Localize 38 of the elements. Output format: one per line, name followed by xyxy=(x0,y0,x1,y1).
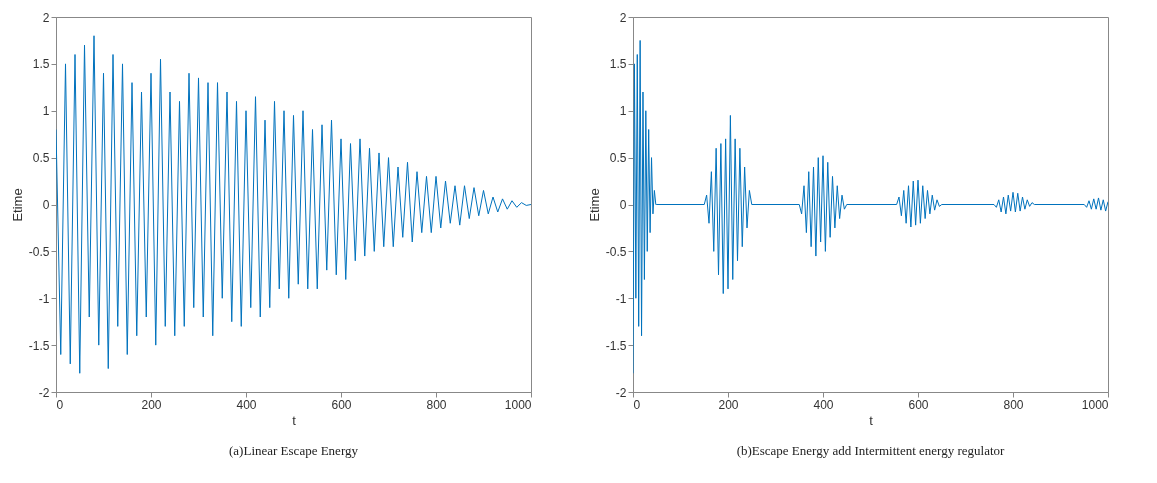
y-tick-label: 1 xyxy=(42,104,50,119)
y-tick-label: 1.5 xyxy=(609,57,627,72)
x-tick-label: 1000 xyxy=(504,397,532,412)
x-tick-label: 400 xyxy=(813,397,834,412)
y-axis-title: Etime xyxy=(9,188,25,222)
y-tick-label: 0.5 xyxy=(609,151,627,166)
y-tick-label: 2 xyxy=(619,10,627,25)
x-tick-label: 200 xyxy=(718,397,739,412)
y-tick-label: -1.5 xyxy=(28,338,50,353)
x-tick-label: 0 xyxy=(56,397,64,412)
y-tick-label: -1 xyxy=(38,291,50,306)
x-tick-label: 800 xyxy=(1003,397,1024,412)
y-tick-label: 2 xyxy=(42,10,50,25)
y-tick-label: -0.5 xyxy=(605,244,627,259)
y-tick-label: -1 xyxy=(615,291,627,306)
text: (b)Escape Energy add Intermittent energy regulator xyxy=(736,443,1006,458)
line-series xyxy=(633,39,1108,374)
y-tick-label: 1.5 xyxy=(32,57,50,72)
x-tick-label: 1000 xyxy=(1081,397,1109,412)
x-tick-label: 0 xyxy=(633,397,641,412)
y-tick-label: -0.5 xyxy=(28,244,50,259)
text: (a)Linear Escape Energy xyxy=(229,443,359,458)
x-axis-title: t xyxy=(292,412,297,428)
x-tick-label: 800 xyxy=(426,397,447,412)
x-tick-label: 400 xyxy=(236,397,257,412)
y-tick-label: 0 xyxy=(619,198,627,212)
x-tick-label: 200 xyxy=(141,397,162,412)
x-axis-title: t xyxy=(869,412,874,428)
y-tick-label: 1 xyxy=(619,104,627,119)
y-tick-label: 0.5 xyxy=(32,151,50,166)
y-tick-label: -2 xyxy=(38,385,50,400)
y-tick-label: 0 xyxy=(42,198,50,212)
y-axis-title: Etime xyxy=(586,188,602,222)
y-tick-label: -2 xyxy=(615,385,627,400)
line-series xyxy=(56,35,531,374)
y-tick-label: -1.5 xyxy=(605,338,627,353)
x-tick-label: 600 xyxy=(331,397,352,412)
x-tick-label: 600 xyxy=(908,397,929,412)
